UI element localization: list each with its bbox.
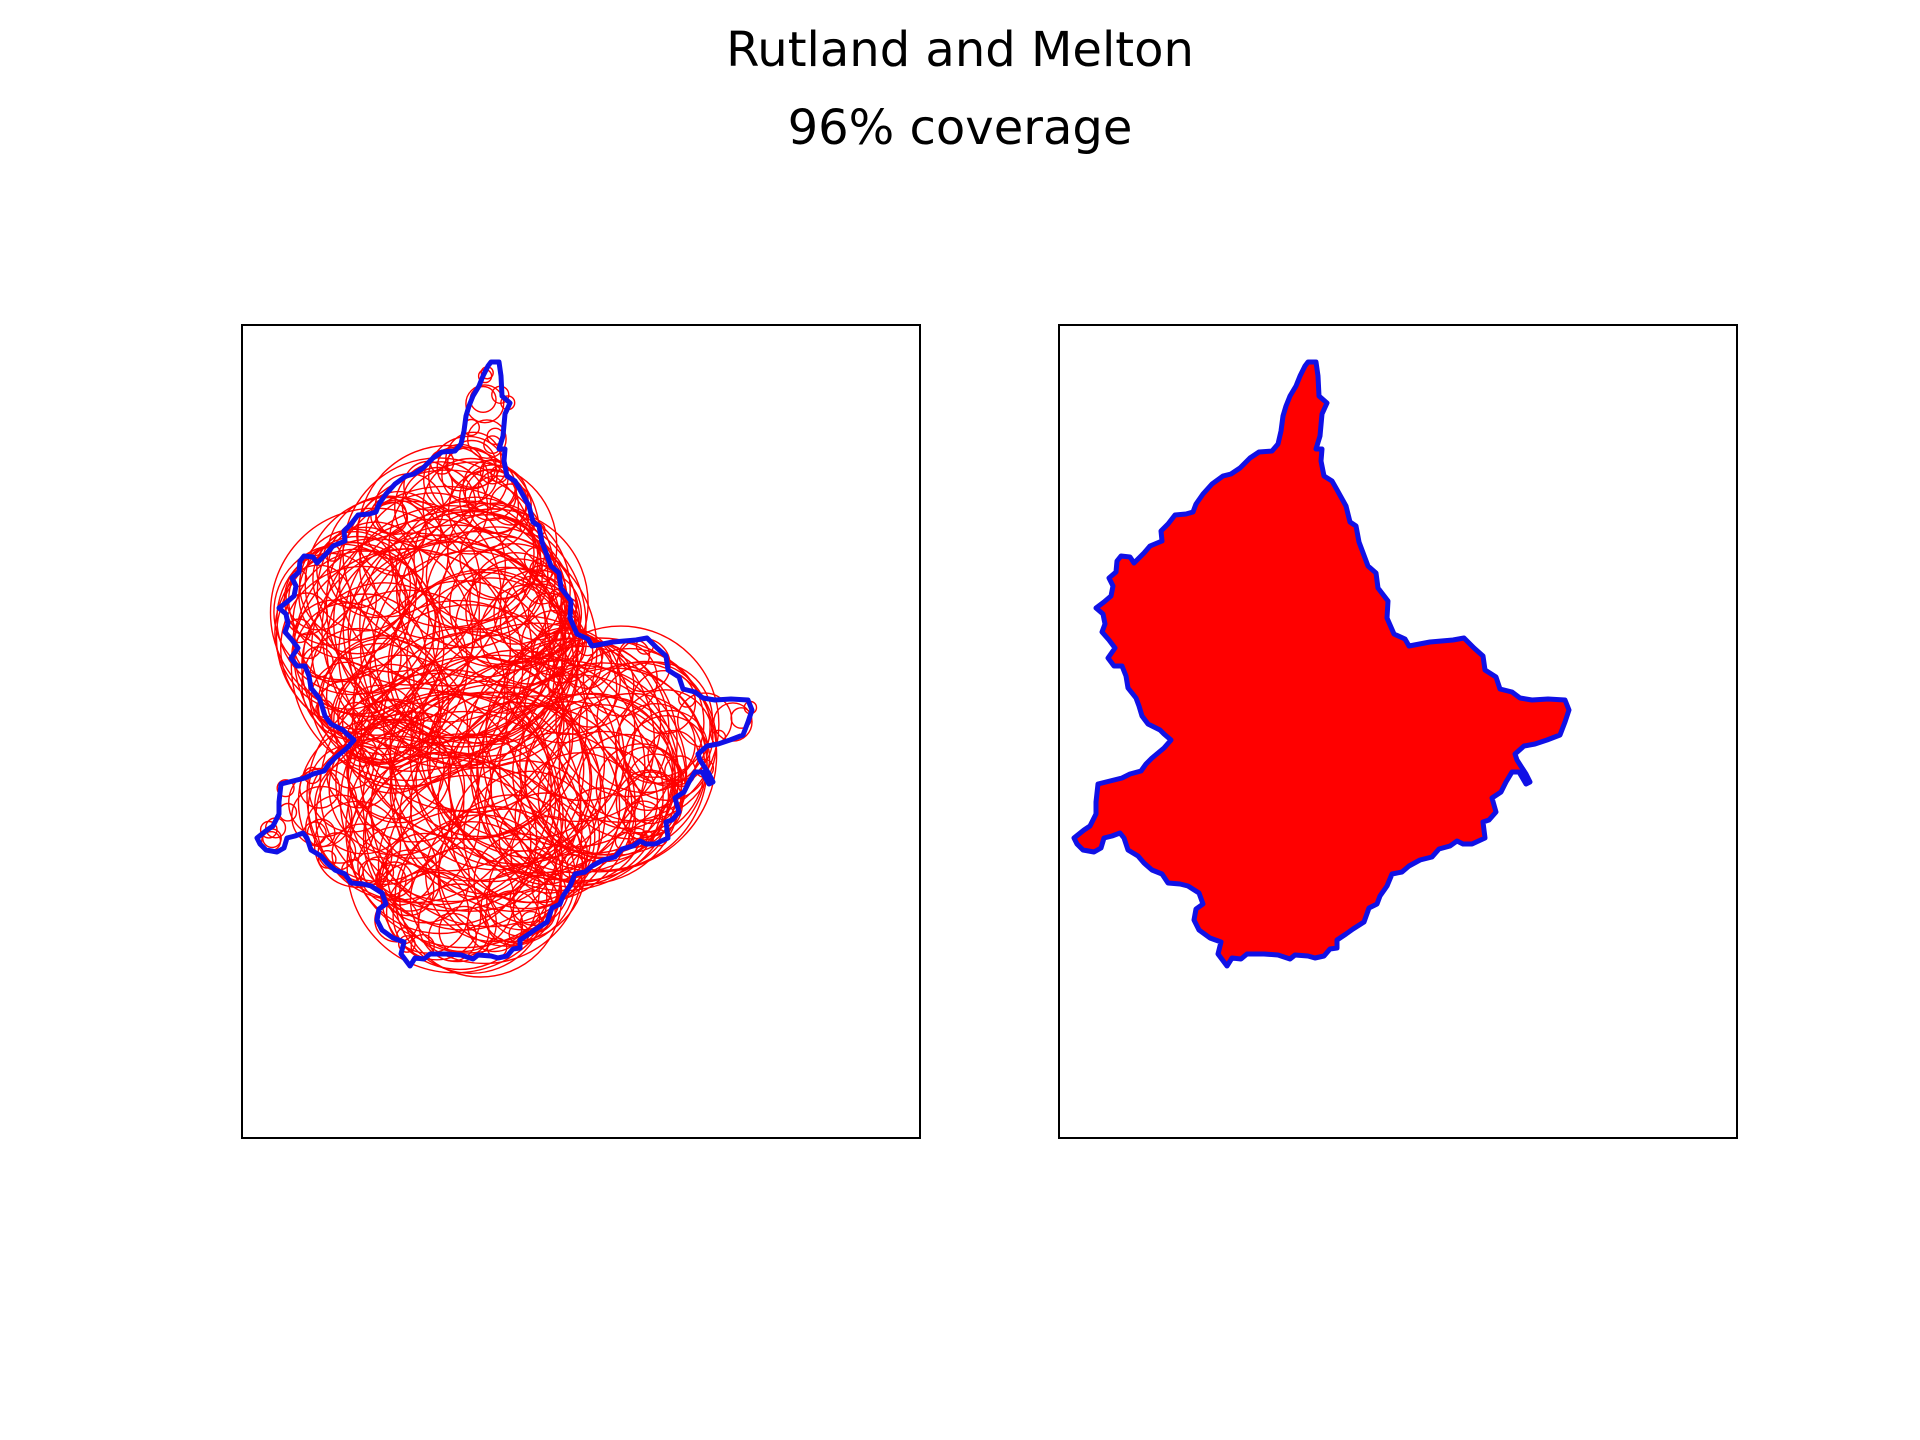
coverage-circle [331, 669, 425, 764]
coverage-circle [482, 637, 718, 873]
coverage-circle [346, 718, 452, 824]
coverage-circle [337, 540, 566, 769]
coverage-circle [389, 683, 602, 896]
coverage-circle [359, 510, 587, 739]
coverage-circle [512, 627, 621, 736]
coverage-circle [552, 629, 584, 661]
coverage-circle [379, 832, 471, 924]
coverage-circle [514, 752, 646, 884]
coverage-circle [466, 419, 507, 459]
coverage-circle [555, 647, 705, 798]
coverage-circle [465, 384, 505, 424]
region-boundary [1071, 359, 1572, 969]
circles-map-panel [241, 324, 921, 1139]
coverage-circle [316, 530, 394, 609]
coverage-circle [422, 457, 520, 555]
coverage-circle [469, 551, 563, 645]
coverage-circle [385, 766, 584, 965]
coverage-circle [321, 518, 547, 744]
coverage-circle [617, 689, 714, 785]
coverage-circle [276, 779, 295, 798]
coverage-circle [325, 637, 444, 756]
figure-title: Rutland and Melton [726, 22, 1194, 78]
coverage-circle [345, 710, 583, 949]
coverage-circle [628, 827, 648, 848]
coverage-circle [347, 668, 550, 872]
coverage-fill [1074, 362, 1569, 966]
coverage-circle [342, 457, 535, 650]
region-boundary [254, 359, 755, 969]
coverage-circle [498, 792, 592, 886]
circles-map [254, 359, 758, 978]
coverage-circle [364, 733, 563, 931]
coverage-circle [614, 703, 696, 785]
filled-map-panel [1058, 324, 1738, 1139]
coverage-circle [369, 580, 556, 767]
coverage-circle [424, 805, 562, 943]
coverage-circle [356, 490, 442, 577]
coverage-circle [362, 692, 582, 912]
coverage-circle [438, 535, 568, 666]
coverage-circle [312, 526, 418, 632]
coverage-circle [413, 496, 539, 622]
filled-map [1071, 359, 1572, 969]
coverage-circle [470, 664, 688, 882]
coverage-circle [445, 431, 502, 489]
coverage-circle [389, 656, 571, 838]
coverage-circles [259, 366, 758, 978]
coverage-circle [283, 552, 378, 646]
coverage-circle [394, 500, 544, 649]
coverage-circle [285, 564, 352, 631]
coverage-circle [484, 732, 633, 881]
coverage-circle [415, 691, 591, 867]
coverage-circle [624, 715, 711, 802]
coverage-circle [304, 794, 375, 864]
coverage-circle [326, 521, 424, 619]
coverage-circle [294, 602, 402, 710]
coverage-circle [448, 542, 577, 671]
coverage-circle [392, 871, 482, 961]
coverage-subtitle: 96% coverage [787, 100, 1133, 156]
coverage-circle [352, 599, 564, 812]
coverage-circle [297, 718, 465, 886]
coverage-circle [447, 659, 680, 892]
coverage-circle [259, 820, 278, 839]
